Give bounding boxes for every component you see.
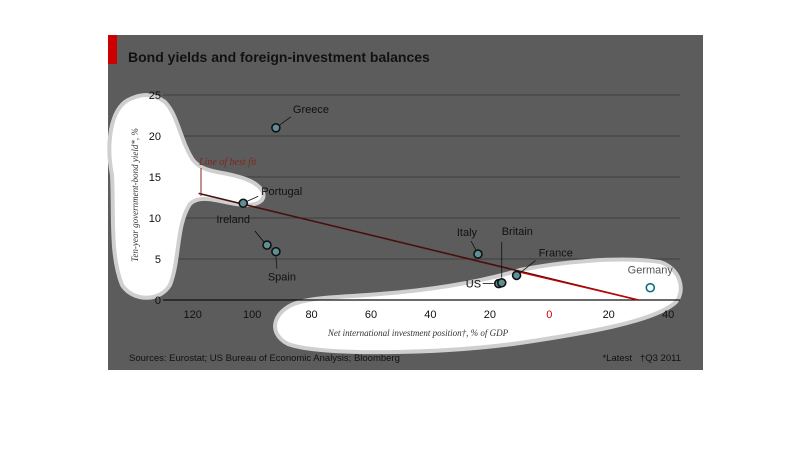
y-tick-15: 15 [149, 172, 161, 184]
point-label-italy: Italy [457, 227, 478, 239]
leader-greece [279, 116, 292, 126]
data-points: Greece Portugal Ireland Spain Italy US Britain… [216, 104, 674, 293]
leader-italy [470, 240, 477, 251]
point-italy [473, 249, 483, 259]
y-tick-labels: 0 5 10 15 20 25 [149, 90, 161, 307]
x-tick--20: 20 [484, 309, 496, 321]
leader-portugal [247, 195, 259, 202]
x-tick--100: 100 [243, 309, 261, 321]
y-tick-10: 10 [149, 213, 161, 225]
leader-spain [275, 256, 278, 269]
point-britain [496, 277, 507, 288]
point-label-britain: Britain [502, 226, 533, 238]
x-tick--40: 40 [424, 309, 436, 321]
x-tick-labels: 120 100 80 60 40 20 0 20 40 [184, 309, 675, 321]
fit-line-label: Line of best fit [198, 157, 257, 168]
point-france [511, 270, 522, 281]
fit-line-group [198, 168, 639, 301]
y-tick-25: 25 [149, 90, 161, 102]
y-axis-title: Ten-year government-bond yield*, % [130, 128, 140, 262]
point-label-portugal: Portugal [261, 186, 302, 198]
point-portugal [238, 198, 249, 209]
point-label-spain: Spain [268, 272, 296, 284]
point-label-ireland: Ireland [216, 214, 250, 226]
chart-title: Bond yields and foreign-investment balan… [128, 49, 430, 65]
y-tick-20: 20 [149, 131, 161, 143]
leader-france [520, 260, 536, 273]
point-greece [271, 123, 281, 133]
accent-bar [108, 35, 117, 64]
y-tick-0: 0 [155, 295, 161, 307]
x-tick-20: 20 [603, 309, 615, 321]
highlight-blob-bottom [273, 257, 683, 355]
point-spain [271, 246, 281, 257]
y-tick-5: 5 [155, 254, 161, 266]
leader-ireland [254, 230, 265, 243]
point-label-germany: Germany [628, 265, 674, 277]
x-tick--120: 120 [184, 309, 202, 321]
footnote: *Latest †Q3 2011 [602, 353, 681, 364]
point-germany [645, 282, 656, 293]
sources-note: Sources: Eurostat; US Bureau of Economic… [129, 353, 400, 364]
x-axis-title: Net international investment position†, … [327, 328, 509, 338]
point-label-us: US [466, 279, 481, 291]
x-tick-40: 40 [662, 309, 674, 321]
x-tick--80: 80 [305, 309, 317, 321]
point-label-france: France [539, 247, 573, 259]
highlight-blob-left [107, 93, 266, 300]
fit-line-extension [519, 271, 639, 301]
point-ireland [262, 240, 272, 250]
x-tick-0: 0 [546, 309, 552, 321]
point-label-greece: Greece [293, 104, 329, 116]
x-tick--60: 60 [365, 309, 377, 321]
